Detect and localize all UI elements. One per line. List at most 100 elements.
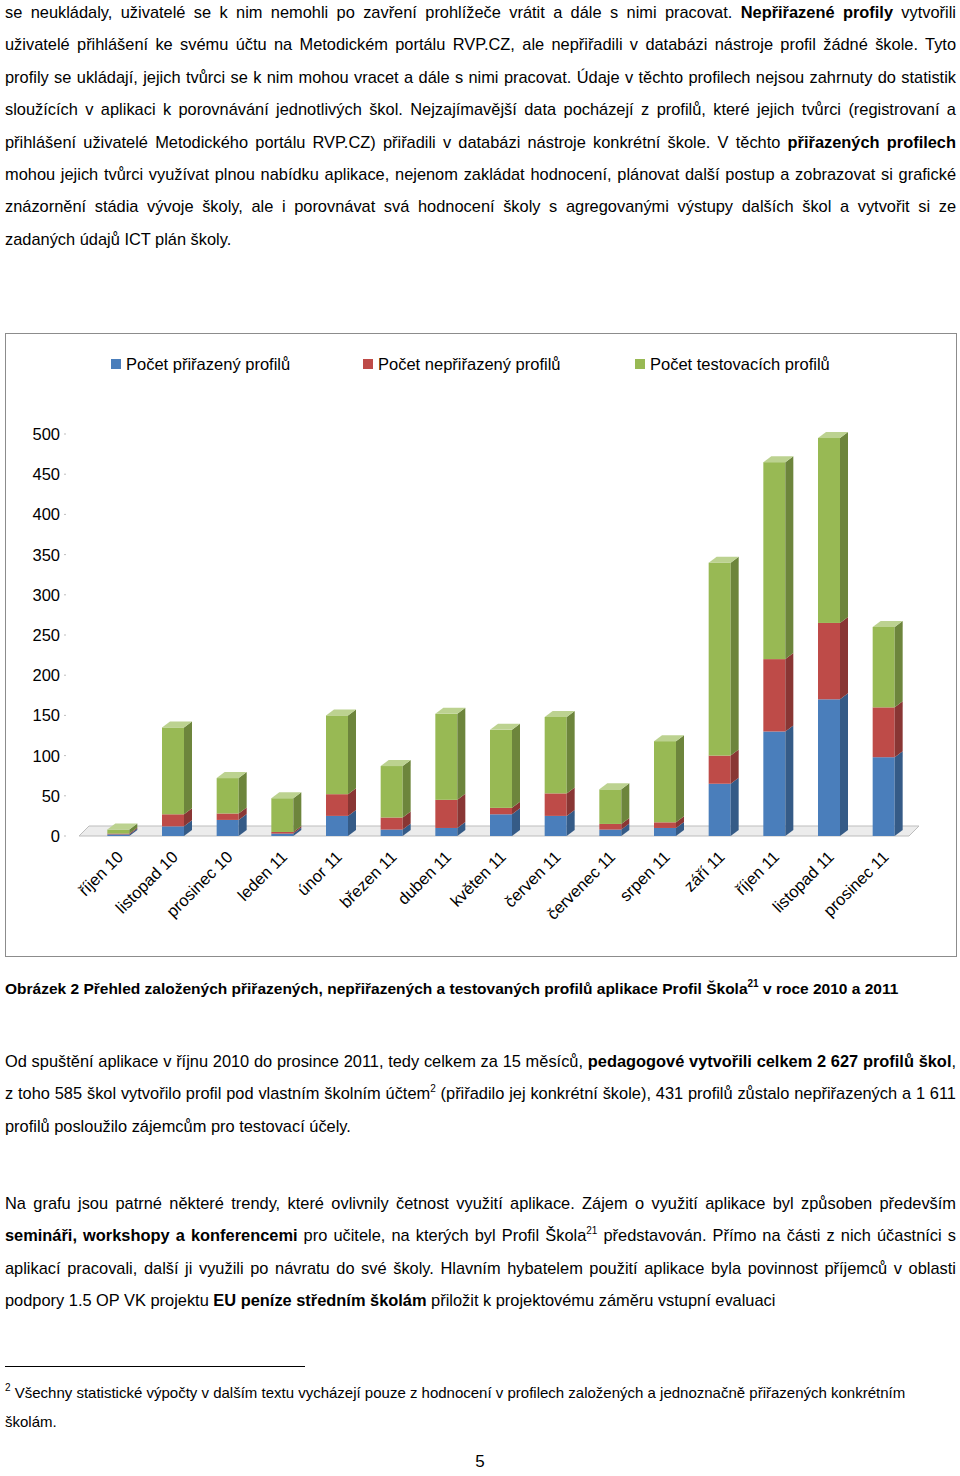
bar-front (599, 824, 621, 830)
bar-front (217, 813, 239, 819)
bar-segment (381, 760, 411, 817)
bar-top (271, 792, 301, 798)
bar-side (348, 709, 356, 794)
x-tick-label: srpen 11 (616, 847, 673, 904)
bar-front (217, 778, 239, 813)
y-tick-label: 150 (32, 706, 60, 724)
text-run: přiřazených profilech (788, 133, 956, 151)
bar-side (676, 735, 684, 822)
y-tick-label: 250 (32, 626, 60, 644)
bar-side (457, 708, 465, 800)
bar-front (654, 741, 676, 822)
bar-front (873, 627, 895, 707)
text-run: 2 (430, 1083, 436, 1094)
legend-item: Počet testovacích profilů (635, 355, 830, 373)
bar-side (567, 711, 575, 793)
bar-front (490, 808, 512, 814)
bar-top (107, 824, 137, 830)
bar-segment (435, 708, 465, 800)
bar-segment (545, 711, 575, 793)
y-tick-label: 50 (42, 787, 60, 805)
bar-front (763, 659, 785, 731)
bar-top (545, 711, 575, 717)
legend-item: Počet nepřiřazený profilů (363, 355, 561, 373)
bar-front (763, 462, 785, 659)
x-tick-label: leden 11 (234, 847, 291, 904)
text-run: se neukládaly, uživatelé se k nim nemohl… (5, 3, 741, 21)
bar-top (326, 709, 356, 715)
bar-front (435, 800, 457, 828)
bar-front (818, 699, 840, 836)
bar-front (599, 789, 621, 824)
bar-side (184, 721, 192, 814)
y-tick (64, 795, 66, 796)
bar-segment (326, 709, 356, 794)
bar-front (271, 798, 293, 832)
chart: Počet přiřazený profilů Počet nepřiřazený… (6, 334, 956, 956)
y-tick (64, 514, 66, 515)
text-run: Od spuštění aplikace v říjnu 2010 do pro… (5, 1052, 588, 1070)
bar-front (763, 731, 785, 836)
text-run: přiložit k projektovému záměru vstupní e… (427, 1291, 776, 1309)
x-tick-label: duben 11 (394, 847, 455, 908)
y-tick-label: 0 (51, 827, 60, 845)
bar-front (654, 828, 676, 836)
bar-side (895, 701, 903, 757)
y-tick-label: 400 (32, 505, 60, 523)
bar-front (435, 714, 457, 800)
text-run: mohou jejich tvůrci využívat plnou nabíd… (5, 165, 956, 248)
y-tick (64, 715, 66, 716)
bar-top (490, 724, 520, 730)
bar-front (709, 563, 731, 756)
paragraph: Od spuštění aplikace v říjnu 2010 do pro… (5, 1045, 956, 1142)
bar-front (545, 816, 567, 836)
paragraph: se neukládaly, uživatelé se k nim nemohl… (5, 0, 956, 255)
bar-front (107, 834, 129, 836)
bar-front (107, 830, 129, 834)
text-run: Obrázek 2 Přehled založených přiřazených… (5, 980, 748, 997)
bar-side (512, 724, 520, 808)
bar-front (818, 438, 840, 623)
bar-front (381, 818, 403, 830)
bar-front (381, 830, 403, 836)
text-run: v roce 2010 a 2011 (759, 980, 899, 997)
bar-segment (763, 456, 793, 659)
bar-front (490, 814, 512, 836)
bar-front (217, 820, 239, 836)
bar-side (840, 432, 848, 623)
legend-swatch (635, 359, 645, 369)
text-run: pedagogové vytvořili celkem 2 627 profil… (588, 1052, 952, 1070)
legend-swatch (111, 359, 121, 369)
bar-segment (490, 808, 520, 836)
bar-side (457, 794, 465, 828)
bar-front (654, 822, 676, 828)
bar-side (840, 617, 848, 699)
bar-segment (818, 617, 848, 699)
bar-segment (271, 792, 301, 832)
text-run: pro učitele, na kterých byl Profil Škola (298, 1226, 587, 1244)
footnote: 2 Všechny statistické výpočty v dalším t… (5, 1378, 956, 1436)
y-tick (64, 434, 66, 435)
legend-item: Počet přiřazený profilů (111, 355, 290, 373)
paragraph: Na grafu jsou patrné některé trendy, kte… (5, 1187, 956, 1317)
bar-side (731, 557, 739, 756)
bar-segment (709, 557, 739, 756)
bar-segment (654, 735, 684, 822)
text-run: semináři, workshopy a konferencemi (5, 1226, 298, 1244)
bar-top (873, 621, 903, 627)
chart-frame: Počet přiřazený profilů Počet nepřiřazený… (5, 333, 957, 957)
bar-segment (818, 693, 848, 836)
bar-front (599, 830, 621, 836)
bar-side (239, 772, 247, 813)
bar-top (763, 456, 793, 462)
bar-segment (873, 621, 903, 707)
bar-top (818, 432, 848, 438)
bar-front (818, 623, 840, 699)
bar-segment (818, 432, 848, 623)
y-tick-label: 350 (32, 546, 60, 564)
bar-front (709, 756, 731, 784)
x-tick-label: březen 11 (336, 847, 400, 911)
bar-top (599, 783, 629, 789)
text-run: 2 (5, 1382, 11, 1393)
x-tick-label: červenec 11 (543, 847, 618, 922)
